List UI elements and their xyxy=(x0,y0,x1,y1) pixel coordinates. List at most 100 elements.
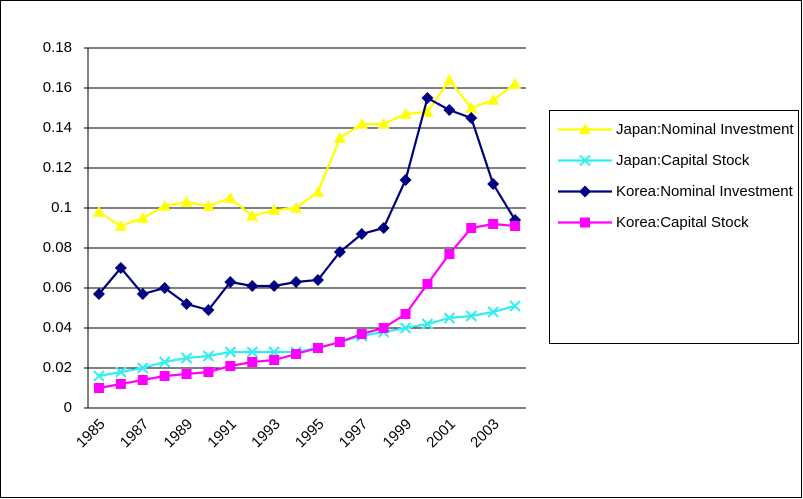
marker xyxy=(202,200,215,211)
marker xyxy=(246,210,259,221)
legend-item: Korea:Nominal Investment xyxy=(554,181,798,202)
marker xyxy=(158,200,171,211)
marker xyxy=(92,206,105,217)
marker xyxy=(399,174,412,186)
marker xyxy=(93,383,104,393)
marker xyxy=(421,106,434,117)
y-tick-label: 0.16 xyxy=(43,79,72,96)
marker xyxy=(311,274,324,286)
marker xyxy=(509,300,521,312)
marker xyxy=(311,186,324,197)
y-tick-label: 0.04 xyxy=(43,319,72,336)
marker xyxy=(333,246,346,258)
marker xyxy=(580,217,590,228)
marker xyxy=(291,349,302,359)
marker xyxy=(158,282,171,294)
marker xyxy=(465,112,478,124)
legend-swatch xyxy=(558,185,612,198)
legend-item: Japan:Capital Stock xyxy=(554,150,798,171)
marker xyxy=(290,276,303,288)
marker xyxy=(269,355,280,365)
marker xyxy=(509,78,522,89)
y-tick-label: 0.06 xyxy=(43,279,72,296)
marker xyxy=(421,318,434,330)
marker xyxy=(224,276,237,288)
marker xyxy=(510,221,521,231)
legend-swatch xyxy=(558,217,612,228)
marker xyxy=(180,196,193,207)
marker xyxy=(114,262,127,274)
marker xyxy=(399,322,412,334)
marker xyxy=(466,223,477,233)
y-tick-label: 0.1 xyxy=(51,199,72,216)
marker xyxy=(312,343,323,353)
marker xyxy=(356,329,367,339)
y-tick-label: 0.02 xyxy=(43,359,72,376)
marker xyxy=(115,366,127,378)
marker xyxy=(377,118,390,129)
marker xyxy=(444,249,455,259)
marker xyxy=(224,192,237,203)
marker xyxy=(443,104,456,116)
marker xyxy=(158,356,171,368)
marker xyxy=(377,222,390,234)
y-tick-label: 0.12 xyxy=(43,159,72,176)
marker xyxy=(355,118,368,129)
marker xyxy=(137,375,148,385)
y-tick-label: 0.08 xyxy=(43,239,72,256)
marker xyxy=(180,352,193,364)
marker xyxy=(136,212,149,223)
legend: Japan:Nominal Investment Japan:Capital St… xyxy=(549,110,799,344)
marker xyxy=(203,367,214,377)
marker xyxy=(465,102,478,113)
marker xyxy=(579,154,591,167)
marker xyxy=(202,304,215,316)
legend-swatch xyxy=(558,154,612,167)
series-line xyxy=(98,78,516,228)
marker xyxy=(400,309,411,319)
legend-label: Korea:Nominal Investment xyxy=(616,183,793,200)
legend-label: Japan:Nominal Investment xyxy=(616,121,794,138)
marker xyxy=(92,288,105,300)
marker xyxy=(399,108,412,119)
legend-item: Korea:Capital Stock xyxy=(554,212,798,233)
marker xyxy=(290,202,303,213)
y-tick-label: 0.14 xyxy=(43,119,72,136)
marker xyxy=(202,350,215,362)
marker xyxy=(115,379,126,389)
marker xyxy=(422,279,433,289)
marker xyxy=(488,219,499,229)
marker xyxy=(181,369,192,379)
marker xyxy=(487,94,500,105)
marker xyxy=(465,310,477,322)
marker xyxy=(268,204,281,215)
marker xyxy=(93,370,105,382)
marker xyxy=(247,357,258,367)
marker xyxy=(159,371,170,381)
marker xyxy=(136,288,149,300)
marker xyxy=(579,123,591,135)
marker xyxy=(224,346,237,358)
marker xyxy=(443,74,456,85)
marker xyxy=(268,280,281,292)
y-tick-label: 0 xyxy=(64,399,72,416)
legend-label: Japan:Capital Stock xyxy=(616,152,750,169)
marker xyxy=(487,306,499,318)
marker xyxy=(180,298,193,310)
legend-item: Japan:Nominal Investment xyxy=(554,119,798,140)
marker xyxy=(443,312,456,324)
marker xyxy=(114,220,127,231)
marker xyxy=(487,178,500,190)
marker xyxy=(246,280,259,292)
marker xyxy=(246,346,258,358)
marker xyxy=(579,185,591,198)
marker xyxy=(421,92,434,104)
marker xyxy=(225,361,236,371)
marker xyxy=(334,337,345,347)
marker xyxy=(355,228,368,240)
marker xyxy=(378,323,389,333)
legend-label: Korea:Capital Stock xyxy=(616,214,749,231)
y-tick-label: 0.18 xyxy=(43,39,72,56)
legend-swatch xyxy=(558,123,612,135)
